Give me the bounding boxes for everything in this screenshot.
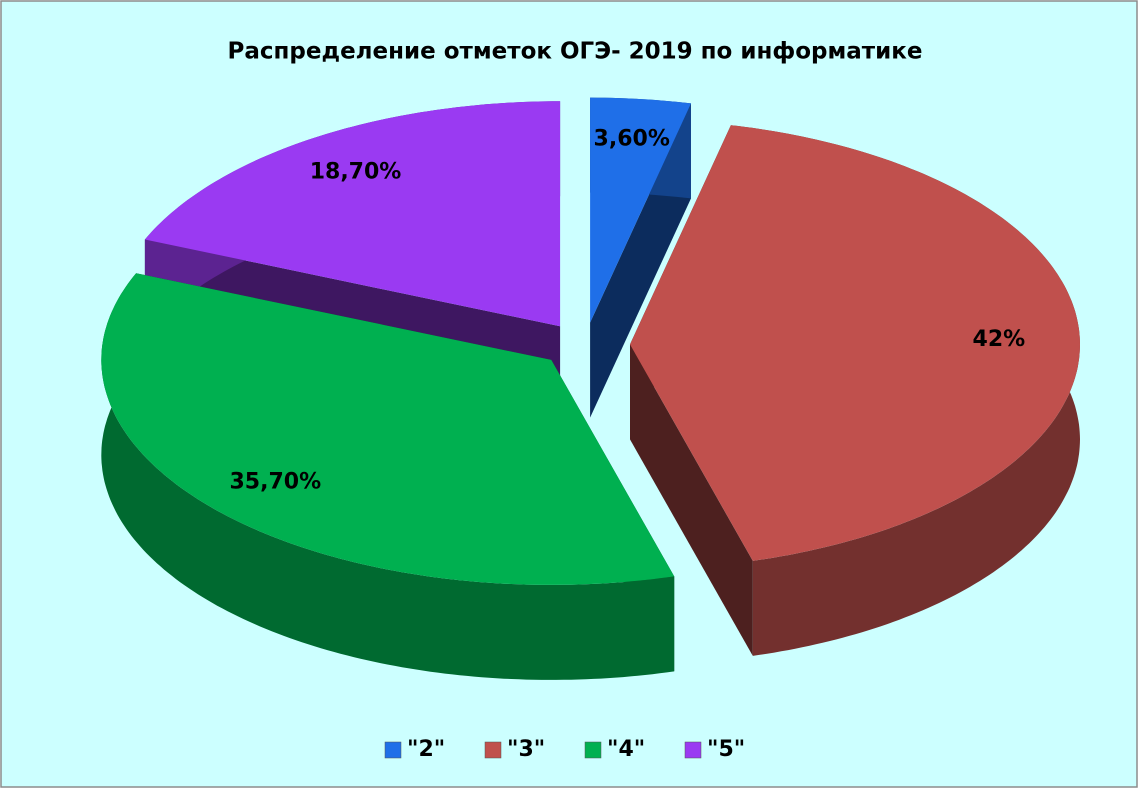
legend-swatch (384, 741, 402, 759)
slice-side (630, 344, 753, 656)
legend-label: "3" (507, 737, 545, 762)
legend-label: "4" (607, 737, 645, 762)
pie-slice (590, 97, 691, 418)
legend-swatch (684, 741, 702, 759)
slice-wall (101, 273, 675, 680)
slice-top (590, 97, 691, 323)
legend-label: "2" (407, 737, 445, 762)
data-label: 42% (973, 327, 1026, 352)
pie-slice (101, 273, 675, 680)
slice-top (630, 125, 1080, 561)
data-label: 3,60% (594, 126, 670, 151)
pie-slice (630, 125, 1080, 656)
legend-swatch (484, 741, 502, 759)
slice-top (144, 101, 561, 327)
legend-swatch (584, 741, 602, 759)
legend-label: "5" (707, 737, 745, 762)
data-label: 35,70% (229, 469, 321, 494)
data-label: 18,70% (310, 160, 402, 185)
slice-top (101, 273, 675, 585)
chart-title: Распределение отметок ОГЭ- 2019 по инфор… (228, 39, 923, 65)
